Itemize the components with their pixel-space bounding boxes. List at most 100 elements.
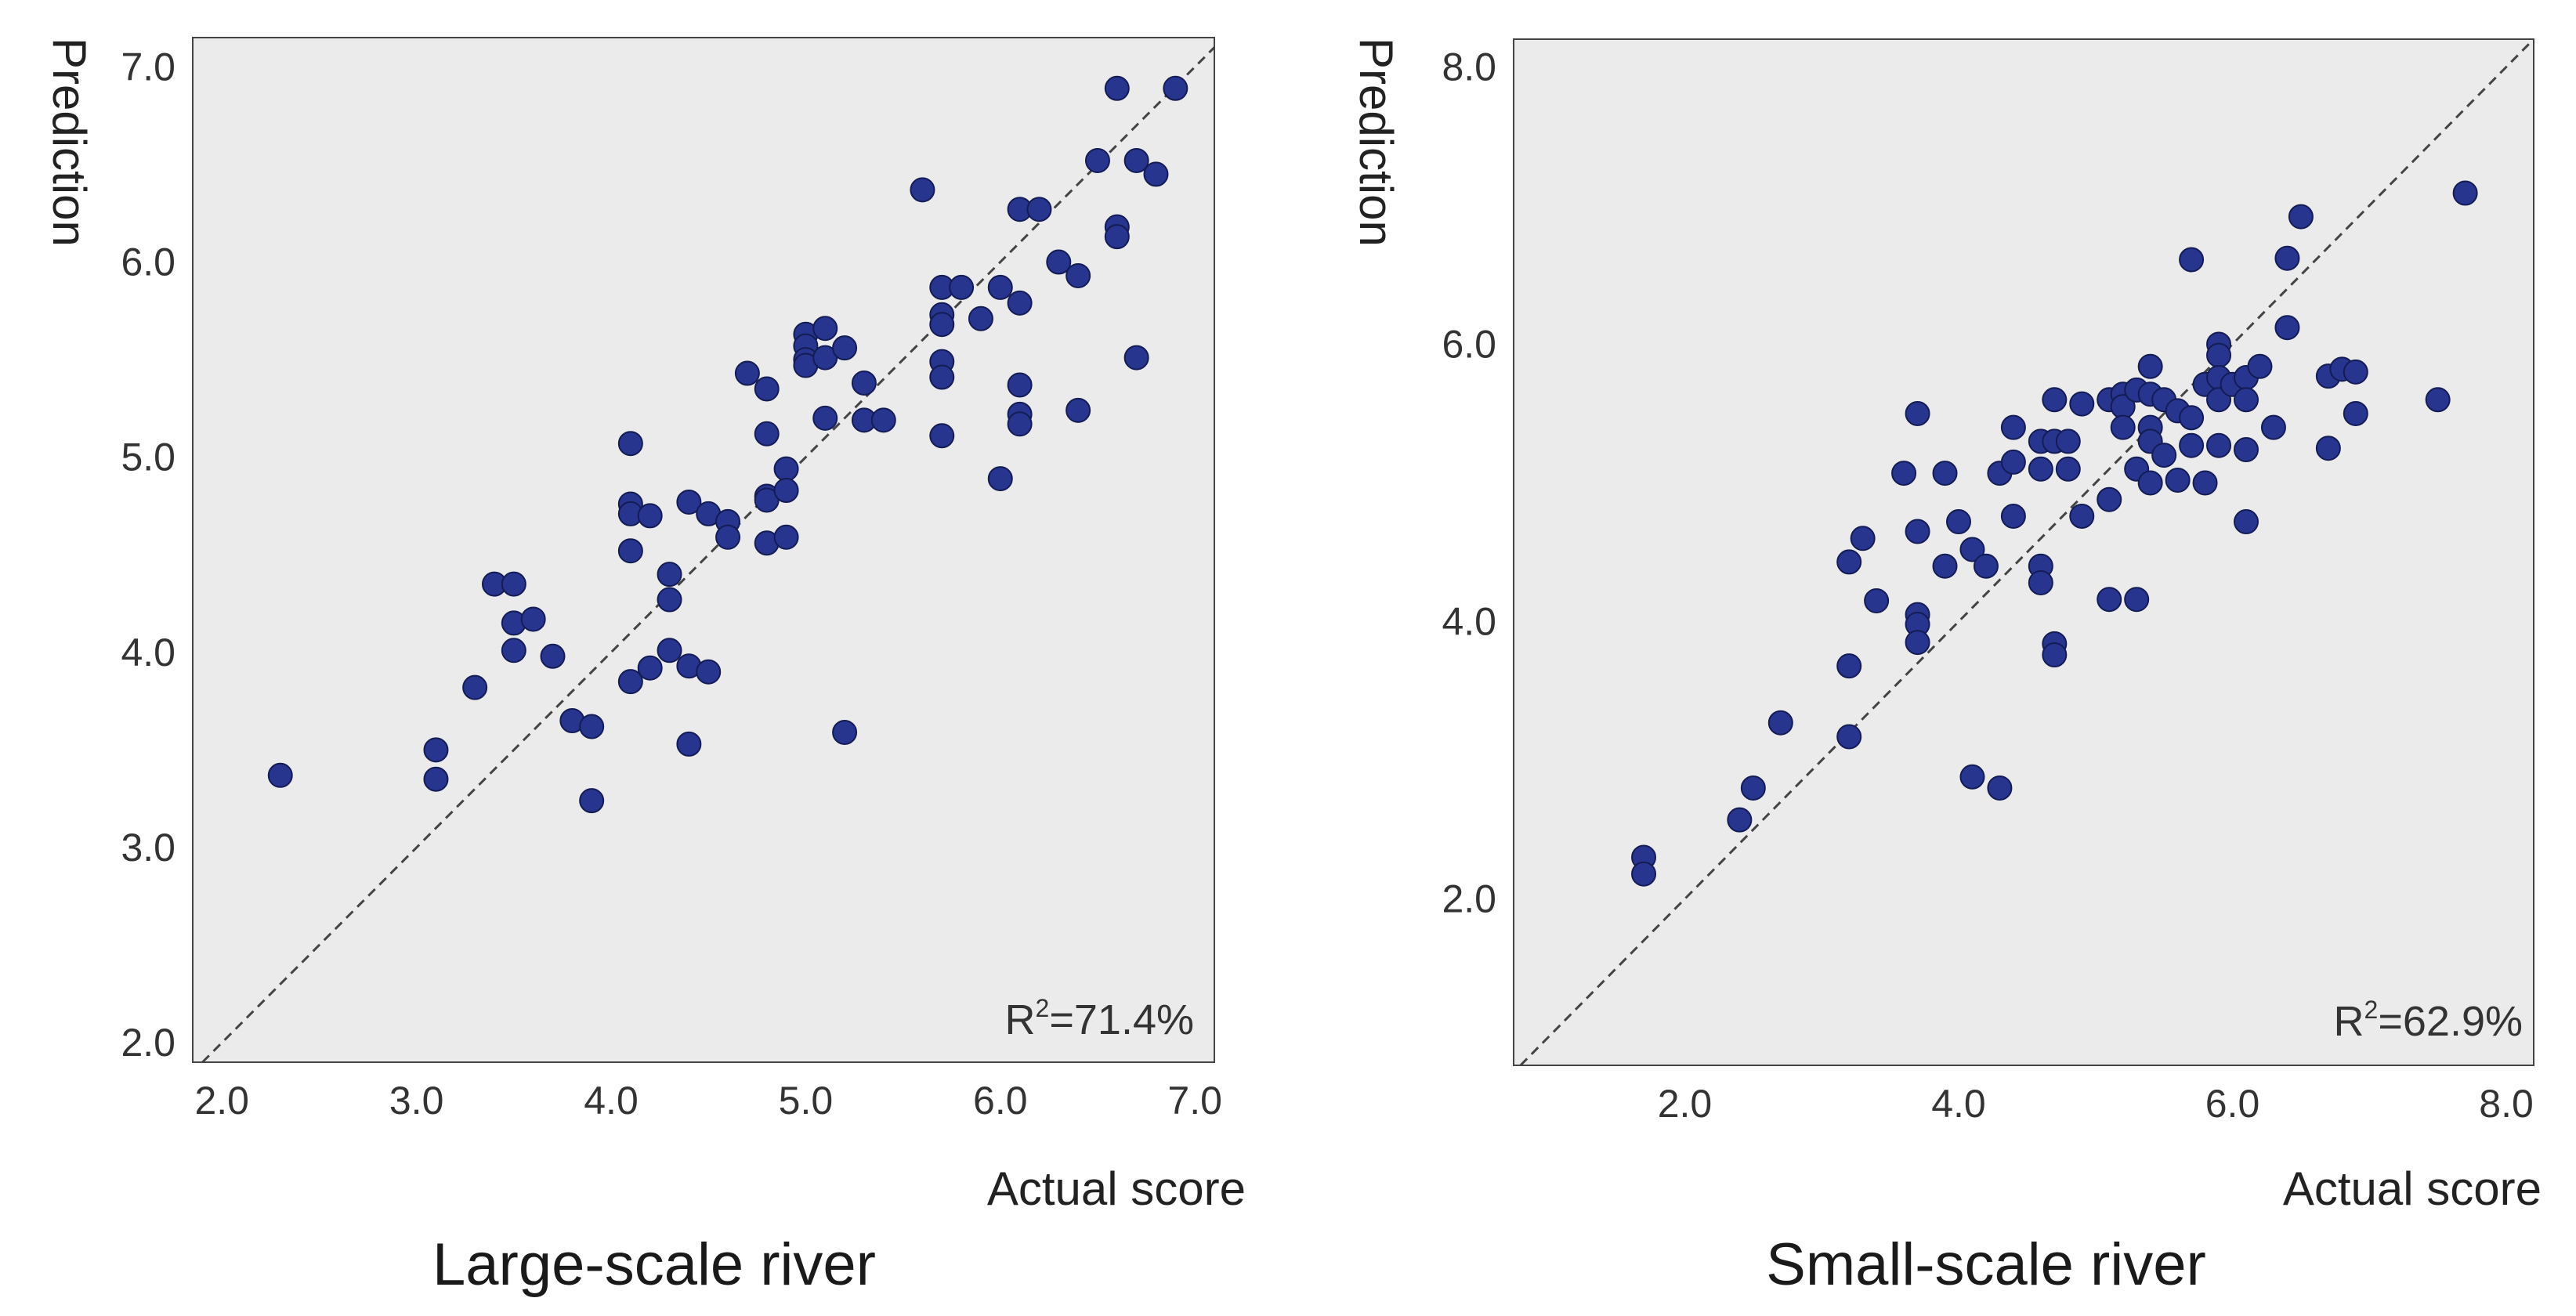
data-point — [676, 731, 702, 757]
data-point — [754, 376, 780, 402]
data-point — [657, 587, 682, 613]
plot-area — [1513, 38, 2534, 1066]
data-point — [2288, 204, 2314, 230]
data-point — [929, 364, 955, 390]
data-point — [1932, 461, 1958, 486]
data-point — [2069, 503, 2095, 529]
y-tick-label: 2.0 — [121, 1021, 175, 1065]
data-point — [2192, 470, 2218, 496]
data-point — [1767, 710, 1793, 736]
data-point — [1123, 345, 1149, 371]
data-point — [832, 719, 858, 745]
data-point — [2055, 428, 2081, 454]
data-point — [2069, 391, 2095, 417]
data-point — [1740, 775, 1766, 801]
data-point — [617, 669, 643, 695]
data-point — [2206, 342, 2232, 368]
y-tick-label: 2.0 — [1442, 877, 1496, 921]
data-point — [1046, 249, 1072, 275]
data-point — [540, 643, 566, 669]
data-point — [2233, 509, 2259, 535]
y-axis-label: Prediction — [43, 38, 96, 247]
data-point — [637, 503, 663, 529]
data-point — [949, 274, 975, 300]
data-point — [676, 489, 702, 515]
r-squared-annotation: R2=71.4% — [1005, 994, 1194, 1043]
data-point — [2165, 467, 2191, 493]
data-point — [2206, 432, 2232, 458]
data-point — [734, 360, 760, 386]
data-point — [617, 538, 643, 564]
data-point — [968, 306, 993, 331]
y-tick-label: 6.0 — [121, 240, 175, 284]
data-point — [579, 788, 605, 814]
y-tick-label: 6.0 — [1442, 322, 1496, 366]
data-point — [1065, 397, 1091, 423]
data-point — [1987, 775, 2013, 801]
data-point — [2274, 245, 2300, 271]
data-point — [1007, 372, 1033, 398]
data-point — [2042, 642, 2068, 667]
data-point — [1007, 290, 1033, 316]
data-point — [501, 638, 526, 663]
data-point — [1959, 537, 1985, 562]
data-point — [267, 762, 293, 788]
data-point — [2315, 436, 2341, 461]
data-point — [2137, 353, 2163, 379]
data-point — [2274, 315, 2300, 341]
data-point — [1104, 75, 1130, 101]
data-point — [423, 766, 449, 792]
x-tick-label: 2.0 — [1658, 1082, 1713, 1126]
data-point — [851, 370, 877, 396]
data-point — [1932, 553, 1958, 579]
data-point — [2097, 587, 2122, 613]
data-point — [1123, 147, 1149, 173]
chart-title: Small-scale river — [1766, 1231, 2206, 1298]
data-point — [637, 655, 663, 681]
data-point — [773, 456, 799, 482]
x-tick-label: 6.0 — [973, 1079, 1028, 1123]
data-point — [579, 714, 605, 739]
data-point — [1905, 519, 1930, 544]
data-point — [1891, 461, 1917, 486]
reference-line-y-equals-x — [1519, 38, 2535, 1067]
data-point — [715, 524, 741, 550]
y-tick-label: 7.0 — [121, 45, 175, 89]
data-point — [1864, 588, 1890, 613]
data-point — [2233, 437, 2259, 462]
data-point — [2137, 470, 2163, 496]
data-point — [2028, 569, 2053, 595]
data-point — [1850, 526, 1876, 551]
y-tick-label: 8.0 — [1442, 45, 1496, 89]
data-point — [2247, 353, 2273, 379]
plot-area — [192, 37, 1215, 1063]
data-point — [657, 562, 682, 588]
data-point — [870, 407, 896, 433]
y-tick-label: 5.0 — [121, 436, 175, 479]
data-point — [617, 431, 643, 457]
data-point — [1959, 764, 1985, 790]
x-axis-label: Actual score — [987, 1162, 1246, 1215]
data-point — [812, 405, 838, 431]
data-point — [812, 316, 838, 342]
x-tick-label: 4.0 — [1931, 1082, 1986, 1126]
data-point — [1727, 807, 1753, 833]
x-tick-label: 3.0 — [389, 1079, 444, 1123]
r-squared-annotation: R2=62.9% — [2334, 996, 2523, 1045]
data-point — [2233, 387, 2259, 413]
data-point — [2425, 387, 2451, 413]
x-tick-label: 8.0 — [2479, 1082, 2534, 1126]
data-point — [1905, 400, 1930, 426]
data-point — [501, 571, 526, 597]
data-point — [1084, 147, 1110, 173]
data-point — [2260, 414, 2286, 440]
data-point — [2097, 486, 2122, 512]
x-tick-label: 6.0 — [2205, 1082, 2260, 1126]
data-point — [1104, 224, 1130, 250]
data-point — [1905, 630, 1930, 656]
large-scale-river-panel: 2.0 3.0 4.0 5.0 6.0 7.0 2.0 3.0 4.0 5.0 6.0 7.0 R2… — [43, 37, 1246, 1298]
y-axis-label: Prediction — [1350, 38, 1402, 247]
data-point — [520, 606, 546, 632]
data-point — [1836, 653, 1862, 679]
